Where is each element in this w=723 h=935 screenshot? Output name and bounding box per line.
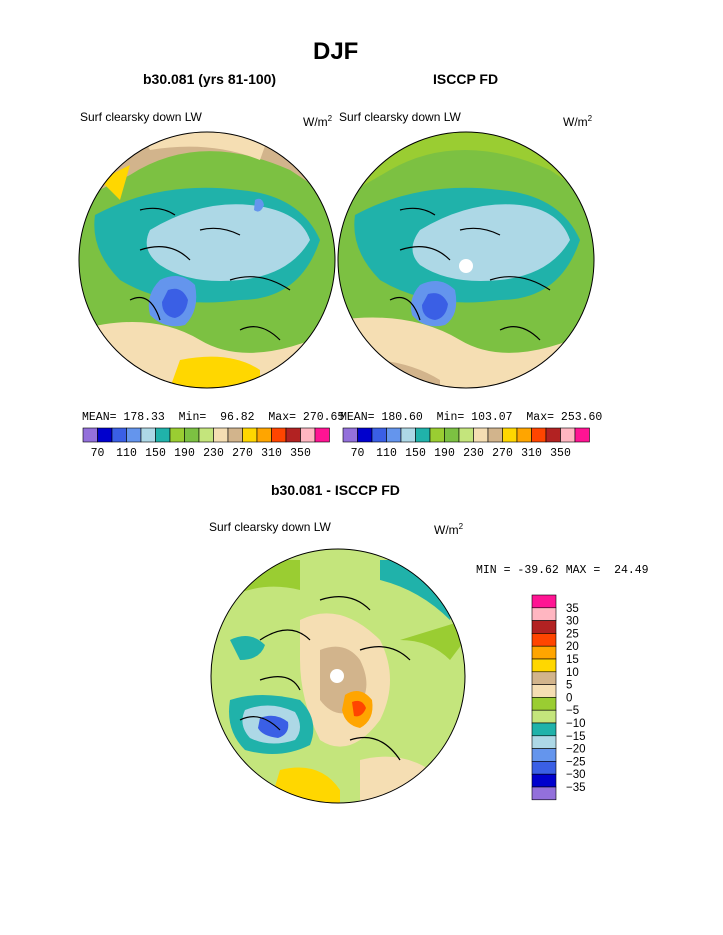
panel3-colorbar-tick-label: −5 — [566, 705, 579, 717]
panel2-colorbar-tick-label: 110 — [376, 447, 397, 460]
panel1-colorbar-swatch — [314, 427, 330, 443]
panel3-units-base: W/m — [434, 523, 459, 537]
panel3-colorbar-swatch — [531, 773, 557, 788]
panel3-colorbar-swatch — [531, 607, 557, 621]
panel3-colorbar-swatch — [531, 633, 557, 647]
panel3-colorbar-tick-label: 5 — [566, 680, 572, 692]
panel3-colorbar-swatch — [531, 671, 557, 685]
panel3-colorbar-tick-label: −10 — [566, 718, 586, 730]
panel2-colorbar-tick-label: 350 — [550, 447, 571, 460]
panel3-colorbar-swatch — [531, 748, 557, 762]
panel2-min-value: 103.07 — [471, 411, 513, 424]
panel1-min-label: Min= — [178, 411, 207, 424]
panel1-mean-label: MEAN= — [82, 411, 117, 424]
panel3-colorbar-swatch — [531, 684, 557, 698]
panel3-colorbar-swatch — [531, 761, 557, 775]
panel1-colorbar-tick-label: 230 — [203, 447, 224, 460]
panel2-colorbar-tick-label: 150 — [405, 447, 426, 460]
panel2-max-value: 253.60 — [560, 411, 603, 424]
panel3-colorbar-swatch — [531, 786, 557, 801]
panel2-variable-label: Surf clearsky down LW — [339, 110, 461, 124]
panel3-colorbar-swatch — [531, 722, 557, 737]
panel3-min-label: MIN = — [476, 564, 511, 577]
panel1-units-base: W/m — [303, 115, 328, 129]
panel3-colorbar-tick-label: 20 — [566, 641, 579, 653]
panel2-colorbar-tick-label: 310 — [521, 447, 542, 460]
panel2-units-exp: 2 — [587, 114, 593, 123]
panel2-colorbar-tick-label: 270 — [492, 447, 513, 460]
panel2-mean-value: 180.60 — [381, 411, 423, 424]
panel1-mean-value: 178.33 — [123, 411, 165, 424]
panel2-colorbar-tick-label: 70 — [351, 447, 365, 460]
panel3-subtitle: b30.081 - ISCCP FD — [271, 482, 400, 498]
panel3-colorbar-swatch — [531, 594, 557, 609]
panel2-colorbar-tick-label: 230 — [463, 447, 484, 460]
panel3-colorbar-tick-label: 30 — [566, 616, 579, 628]
panel1-subtitle: b30.081 (yrs 81-100) — [143, 71, 277, 87]
panel1-units: W/m2 — [303, 114, 332, 129]
panel2-colorbar-tick-label: 190 — [434, 447, 455, 460]
panel3-colorbar-swatch — [531, 697, 557, 711]
panel2-colorbar: 70 110 150 190 230 270 310 350 — [342, 427, 590, 460]
panel3-colorbar-swatch — [531, 709, 557, 724]
panel3-max-label: MAX = — [565, 564, 601, 577]
panel3-units-exp: 2 — [458, 522, 464, 531]
panel3-colorbar-tick-label: −35 — [566, 782, 586, 794]
panel3-colorbar-swatch — [531, 735, 557, 749]
panel3-colorbar-tick-label: 10 — [566, 667, 579, 679]
figure-title: DJF — [313, 38, 359, 65]
panel1-variable-label: Surf clearsky down LW — [80, 110, 202, 124]
panel1-colorbar: 70 110 150 190 230 270 310 350 — [82, 427, 330, 460]
panel3-colorbar-tick-label: 15 — [566, 654, 579, 666]
panel3-colorbar-tick-label: 0 — [566, 692, 572, 704]
panel1-colorbar-tick-label: 110 — [116, 447, 137, 460]
panel1-colorbar-tick-label: 190 — [174, 447, 195, 460]
panel3-stats: MIN = -39.62 MAX = 24.49 — [476, 564, 649, 577]
panel3-max-value: 24.49 — [614, 564, 649, 577]
panel1-colorbar-tick-label: 350 — [290, 447, 311, 460]
panel2-mean-label: MEAN= — [340, 411, 375, 424]
panel1-units-exp: 2 — [327, 114, 333, 123]
panel3-units: W/m2 — [434, 522, 463, 537]
panel1-colorbar-tick-label: 270 — [232, 447, 253, 460]
panel3-colorbar-swatch — [531, 658, 557, 673]
panel3-colorbar-tick-label: 35 — [566, 603, 579, 615]
panel3-colorbar-tick-label: 25 — [566, 628, 579, 640]
panel3-colorbar-tick-label: −30 — [566, 769, 586, 781]
panel1-colorbar-tick-label: 70 — [91, 447, 105, 460]
panel3-min-value: -39.62 — [517, 564, 559, 577]
panel3-variable-label: Surf clearsky down LW — [209, 520, 331, 534]
panel2-subtitle: ISCCP FD — [433, 71, 499, 87]
panel1-stats: MEAN= 178.33 Min= 96.82 Max= 270.65 — [82, 411, 344, 424]
panel2-units-base: W/m — [563, 115, 588, 129]
panel2-min-label: Min= — [436, 411, 465, 424]
panel2-max-label: Max= — [526, 411, 555, 424]
panel1-colorbar-tick-label: 150 — [145, 447, 166, 460]
panel1-min-value: 96.82 — [220, 411, 255, 424]
panel1-max-label: Max= — [268, 411, 297, 424]
panel1-max-value: 270.65 — [302, 411, 345, 424]
panel3-colorbar-swatch — [531, 645, 557, 660]
panel3-colorbar-tick-label: −25 — [566, 756, 586, 768]
panel3-colorbar-tick-label: −15 — [566, 731, 586, 743]
panel3-colorbar-tick-label: −20 — [566, 744, 586, 756]
panel3-colorbar-swatch — [531, 620, 557, 634]
panel2-stats: MEAN= 180.60 Min= 103.07 Max= 253.60 — [340, 411, 602, 424]
map3-contours — [211, 549, 465, 803]
panel2-units: W/m2 — [563, 114, 592, 129]
panel2-colorbar-swatch — [574, 427, 590, 443]
panel1-colorbar-tick-label: 310 — [261, 447, 282, 460]
